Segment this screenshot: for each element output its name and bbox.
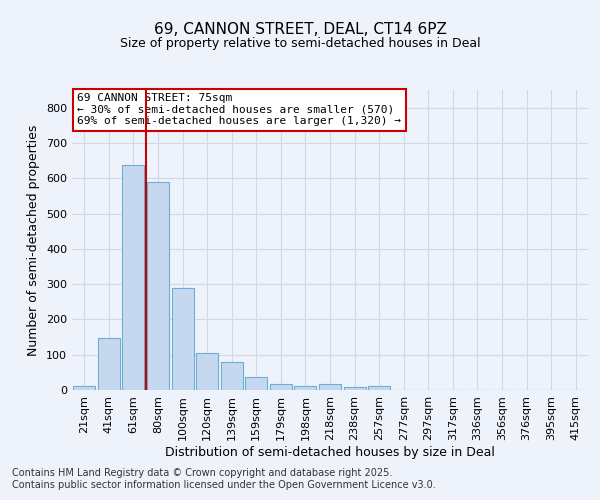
Text: 69, CANNON STREET, DEAL, CT14 6PZ: 69, CANNON STREET, DEAL, CT14 6PZ (154, 22, 446, 38)
Bar (73, 386, 95, 390)
Text: Contains HM Land Registry data © Crown copyright and database right 2025.
Contai: Contains HM Land Registry data © Crown c… (12, 468, 436, 490)
Bar (98, 338, 120, 390)
Bar (122, 165, 145, 390)
Bar (344, 387, 365, 390)
Bar (196, 353, 218, 390)
Text: Size of property relative to semi-detached houses in Deal: Size of property relative to semi-detach… (119, 38, 481, 51)
Bar (368, 386, 390, 390)
Bar (147, 182, 169, 390)
Bar (172, 288, 194, 390)
Bar (295, 386, 316, 390)
Bar (245, 376, 268, 390)
Bar (319, 384, 341, 390)
Bar (221, 362, 243, 390)
Bar (270, 384, 292, 390)
Y-axis label: Number of semi-detached properties: Number of semi-detached properties (28, 124, 40, 356)
X-axis label: Distribution of semi-detached houses by size in Deal: Distribution of semi-detached houses by … (165, 446, 495, 458)
Text: 69 CANNON STREET: 75sqm
← 30% of semi-detached houses are smaller (570)
69% of s: 69 CANNON STREET: 75sqm ← 30% of semi-de… (77, 93, 401, 126)
